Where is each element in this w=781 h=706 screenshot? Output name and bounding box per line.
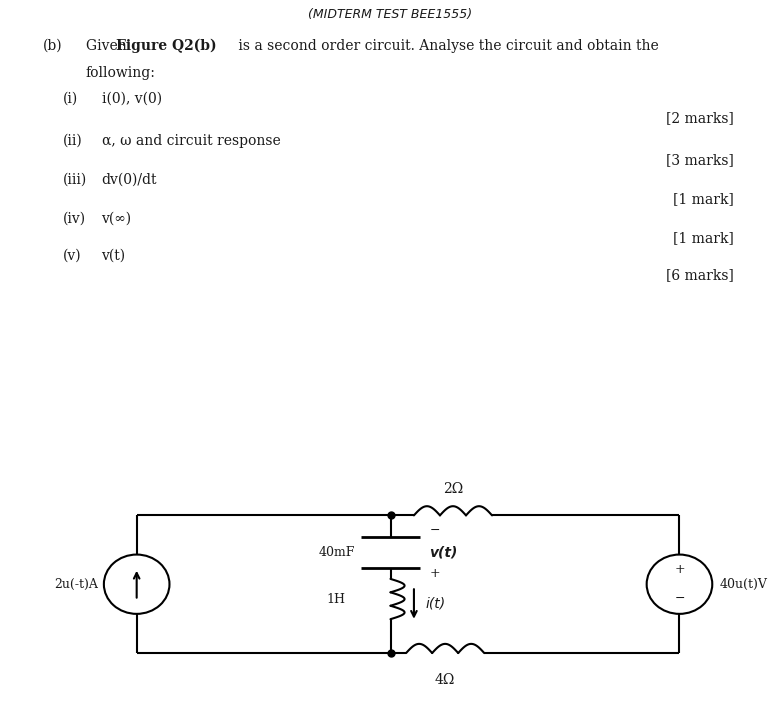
Text: (iv): (iv) bbox=[62, 212, 86, 226]
Text: [1 mark]: [1 mark] bbox=[673, 192, 734, 206]
Text: [6 marks]: [6 marks] bbox=[666, 268, 734, 282]
Text: [2 marks]: [2 marks] bbox=[666, 112, 734, 126]
Text: v(∞): v(∞) bbox=[102, 212, 132, 226]
Text: +: + bbox=[674, 563, 685, 577]
Text: −: − bbox=[430, 525, 440, 537]
Text: Figure Q2(b): Figure Q2(b) bbox=[116, 39, 216, 53]
Text: is a second order circuit. Analyse the circuit and obtain the: is a second order circuit. Analyse the c… bbox=[234, 39, 659, 53]
Text: [3 marks]: [3 marks] bbox=[666, 153, 734, 167]
Text: v(t): v(t) bbox=[102, 249, 126, 263]
Text: 2u(-t)A: 2u(-t)A bbox=[54, 578, 98, 591]
Text: [1 mark]: [1 mark] bbox=[673, 231, 734, 245]
Text: 4Ω: 4Ω bbox=[435, 673, 455, 687]
Text: −: − bbox=[674, 592, 685, 605]
Text: dv(0)/dt: dv(0)/dt bbox=[102, 173, 157, 187]
Text: 40mF: 40mF bbox=[318, 546, 355, 559]
Text: (iii): (iii) bbox=[62, 173, 87, 187]
Text: following:: following: bbox=[86, 66, 155, 80]
Text: i(0), v(0): i(0), v(0) bbox=[102, 92, 162, 106]
Text: 2Ω: 2Ω bbox=[443, 481, 463, 496]
Text: (i): (i) bbox=[62, 92, 78, 106]
Text: 1H: 1H bbox=[326, 592, 345, 606]
Text: (ii): (ii) bbox=[62, 134, 82, 148]
Text: α, ω and circuit response: α, ω and circuit response bbox=[102, 134, 280, 148]
Text: Given: Given bbox=[86, 39, 131, 53]
Text: (v): (v) bbox=[62, 249, 81, 263]
Text: v(t): v(t) bbox=[430, 546, 458, 559]
Text: (MIDTERM TEST BEE1555): (MIDTERM TEST BEE1555) bbox=[308, 8, 473, 21]
Text: 40u(t)V: 40u(t)V bbox=[720, 578, 768, 591]
Text: +: + bbox=[430, 568, 440, 580]
Text: (b): (b) bbox=[43, 39, 62, 53]
Text: i(t): i(t) bbox=[426, 597, 446, 611]
